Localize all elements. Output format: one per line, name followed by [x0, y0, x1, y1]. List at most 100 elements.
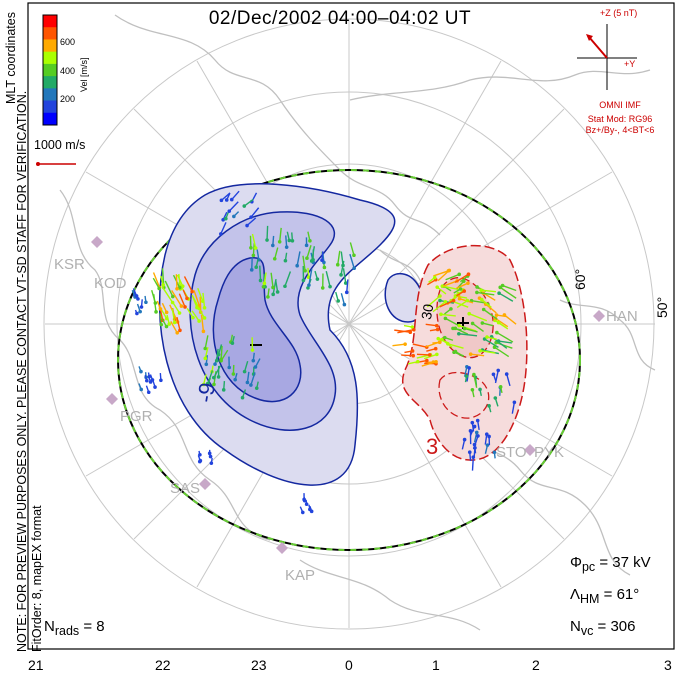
velocity-vector-origin: [145, 378, 149, 383]
velocity-vector-origin: [207, 451, 212, 456]
velocity-vector-origin: [154, 310, 158, 314]
velocity-vector: [340, 293, 346, 305]
velocity-vector-origin: [467, 450, 472, 455]
velocity-vector: [494, 370, 499, 384]
station-markers: [91, 236, 605, 554]
velocity-vector-origin: [295, 263, 299, 268]
colorbar-segment: [43, 100, 57, 114]
velocity-vector-origin: [495, 330, 499, 335]
preview-note: NOTE: FOR PREVIEW PURPOSES ONLY. PLEASE …: [15, 91, 45, 652]
velocity-vector-origin: [443, 316, 448, 321]
velocity-vector: [171, 308, 176, 323]
velocity-vector: [171, 290, 183, 307]
velocity-vector-origin: [339, 273, 343, 277]
velocity-vector: [228, 201, 239, 212]
velocity-vector: [506, 373, 511, 387]
velocity-vector: [401, 354, 414, 357]
velocity-vector-origin: [472, 372, 476, 377]
velocity-vector: [416, 353, 430, 356]
colorbar-tick-200: 200: [60, 94, 76, 104]
velocity-vector: [481, 298, 492, 309]
velocity-vector-origin: [439, 312, 443, 317]
velocity-vector-origin: [315, 277, 320, 281]
velocity-vector-origin: [496, 320, 501, 325]
velocity-vector-origin: [475, 418, 480, 423]
velocity-vector: [495, 341, 513, 349]
velocity-vector-origin: [303, 268, 307, 273]
velocity-vector-origin: [180, 284, 185, 289]
velocity-vector: [437, 338, 449, 344]
velocity-vector-origin: [466, 272, 471, 276]
velocity-vector-origin: [290, 239, 295, 243]
imf-condition: Bz+/By-, 4<BT<6: [585, 125, 655, 135]
velocity-vector-origin: [320, 286, 325, 290]
velocity-vector: [202, 292, 206, 308]
velocity-vector: [445, 317, 459, 326]
velocity-vector-origin: [411, 353, 416, 358]
station-label-ksr: KSR: [54, 256, 85, 273]
velocity-vector: [164, 280, 174, 297]
velocity-vector-origin: [271, 243, 275, 248]
colorbar-segment: [43, 51, 57, 65]
mlt-tick-21: 21: [28, 657, 44, 673]
velocity-vector-origin: [437, 340, 442, 345]
velocity-vector-origin: [178, 328, 182, 333]
velocity-vector: [153, 294, 157, 312]
velocity-vector-origin: [457, 323, 461, 328]
velocity-vector: [426, 295, 441, 308]
velocity-vector-origin: [202, 316, 207, 320]
velocity-vector: [472, 322, 484, 333]
velocity-vector-origin: [344, 290, 349, 295]
velocity-vector-origin: [432, 275, 437, 280]
velocity-vector: [412, 343, 427, 348]
velocity-vector: [456, 282, 469, 289]
velocity-vector-origin: [478, 348, 482, 353]
velocity-vector: [302, 255, 306, 271]
velocity-vector-origin: [487, 404, 491, 408]
velocity-vector: [445, 273, 460, 281]
velocity-vector-origin: [465, 298, 470, 303]
velocity-vector: [499, 286, 517, 299]
velocity-vector-origin: [164, 310, 169, 315]
velocity-vector-origin: [136, 297, 140, 301]
mlt-tick-3: 3: [664, 657, 672, 673]
velocity-vector: [197, 287, 204, 302]
velocity-vector: [285, 235, 288, 248]
imf-y-label: +Y: [624, 59, 636, 69]
velocity-vector-origin: [159, 322, 164, 327]
velocity-vector: [498, 321, 509, 330]
velocity-vector-origin: [493, 396, 498, 400]
velocity-vector: [432, 301, 446, 313]
velocity-vector-origin: [242, 369, 247, 374]
velocity-vector-origin: [481, 307, 486, 312]
velocity-vector-origin: [201, 329, 206, 334]
velocity-vector: [175, 274, 178, 289]
velocity-vector-origin: [203, 346, 208, 351]
colorbar-segment: [43, 39, 57, 53]
station-label-kap: KAP: [285, 567, 316, 584]
colorbar-tick-600: 600: [60, 37, 76, 47]
velocity-vector-origin: [283, 258, 288, 263]
velocity-vector-origin: [434, 323, 439, 328]
velocity-vector: [470, 353, 485, 357]
velocity-vector: [325, 270, 331, 287]
velocity-vector: [473, 374, 478, 388]
stat-n-vc: Nvc = 306: [570, 618, 636, 638]
velocity-vector-origin: [287, 238, 292, 243]
velocity-vector-origin: [208, 454, 213, 459]
velocity-vector-origin: [464, 374, 469, 378]
velocity-vector-origin: [249, 383, 253, 387]
velocity-vector: [498, 340, 513, 344]
velocity-vector-origin: [245, 223, 249, 228]
velocity-vector-origin: [352, 266, 356, 271]
velocity-vector-origin: [472, 442, 477, 447]
velocity-vector-origin: [209, 461, 214, 465]
velocity-vector-origin: [253, 246, 258, 250]
mlt-tick-2: 2: [532, 657, 540, 673]
velocity-vector-origin: [258, 278, 263, 283]
velocity-vector-origin: [328, 284, 332, 289]
velocity-vector-origin: [214, 358, 219, 363]
velocity-vector: [176, 274, 184, 287]
velocity-vector: [337, 250, 341, 265]
velocity-vector: [159, 313, 162, 325]
